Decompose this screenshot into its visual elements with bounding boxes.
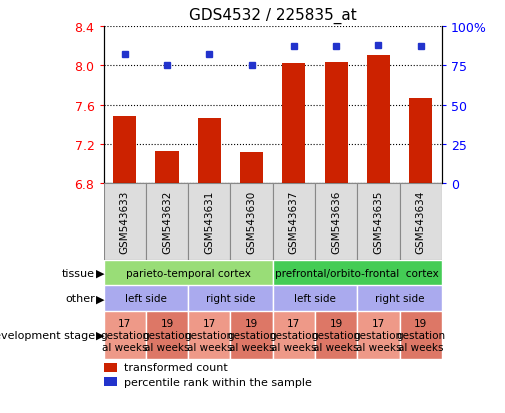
Text: 17
gestation
al weeks: 17 gestation al weeks	[269, 318, 319, 352]
Text: GSM543635: GSM543635	[373, 190, 383, 254]
Text: GSM543633: GSM543633	[120, 190, 130, 254]
Bar	[104, 311, 146, 359]
Text: right side: right side	[206, 294, 255, 304]
Text: 17
gestation
al weeks: 17 gestation al weeks	[185, 318, 234, 352]
Text: ▶: ▶	[96, 294, 105, 304]
Bar	[358, 184, 399, 260]
Bar	[230, 311, 273, 359]
Text: 19
gestation
al weeks: 19 gestation al weeks	[227, 318, 276, 352]
Bar	[399, 311, 442, 359]
Text: other: other	[65, 294, 95, 304]
Bar	[358, 286, 442, 311]
Bar	[188, 286, 273, 311]
Bar	[104, 377, 117, 386]
Text: prefrontal/orbito-frontal  cortex: prefrontal/orbito-frontal cortex	[275, 268, 439, 278]
Bar	[104, 184, 146, 260]
Text: GSM543634: GSM543634	[416, 190, 426, 254]
Bar	[315, 311, 357, 359]
Bar	[315, 184, 357, 260]
Bar	[325, 63, 348, 184]
Bar	[273, 184, 315, 260]
Text: tissue: tissue	[62, 268, 95, 278]
Text: 17
gestation
al weeks: 17 gestation al weeks	[354, 318, 403, 352]
Text: transformed count: transformed count	[124, 363, 228, 373]
Bar	[399, 184, 442, 260]
Text: GSM543637: GSM543637	[289, 190, 299, 254]
Text: left side: left side	[125, 294, 167, 304]
Bar	[273, 286, 358, 311]
Bar	[188, 184, 230, 260]
Text: development stage: development stage	[0, 330, 95, 340]
Text: GSM543636: GSM543636	[331, 190, 341, 254]
Bar	[104, 260, 273, 286]
Bar	[240, 152, 263, 184]
Bar	[104, 286, 188, 311]
Text: percentile rank within the sample: percentile rank within the sample	[124, 377, 312, 387]
Bar	[358, 311, 399, 359]
Text: GSM543632: GSM543632	[162, 190, 172, 254]
Bar	[113, 117, 136, 184]
Bar	[197, 119, 221, 184]
Bar	[282, 64, 306, 184]
Text: 19
gestation
al weeks: 19 gestation al weeks	[312, 318, 361, 352]
Text: 19
gestation
al weeks: 19 gestation al weeks	[396, 318, 445, 352]
Bar	[273, 311, 315, 359]
Bar	[273, 260, 442, 286]
Bar	[367, 56, 390, 184]
Text: ▶: ▶	[96, 330, 105, 340]
Bar	[230, 184, 273, 260]
Text: right side: right side	[375, 294, 424, 304]
Text: GSM543631: GSM543631	[204, 190, 214, 254]
Bar	[188, 311, 230, 359]
Text: ▶: ▶	[96, 268, 105, 278]
Text: GSM543630: GSM543630	[246, 190, 257, 254]
Text: left side: left side	[294, 294, 336, 304]
Text: 19
gestation
al weeks: 19 gestation al weeks	[142, 318, 191, 352]
Bar	[409, 98, 432, 184]
Bar	[104, 363, 117, 372]
Bar	[156, 152, 179, 184]
Text: 17
gestation
al weeks: 17 gestation al weeks	[100, 318, 149, 352]
Title: GDS4532 / 225835_at: GDS4532 / 225835_at	[189, 8, 357, 24]
Bar	[146, 184, 188, 260]
Text: parieto-temporal cortex: parieto-temporal cortex	[126, 268, 250, 278]
Bar	[146, 311, 188, 359]
